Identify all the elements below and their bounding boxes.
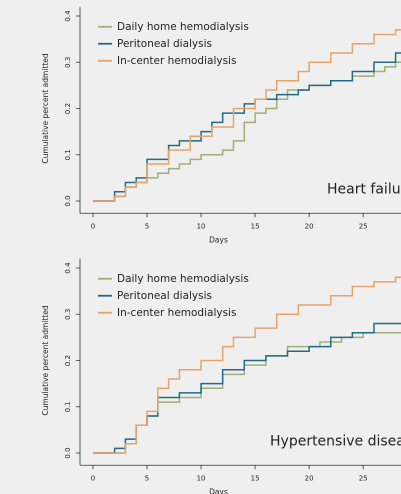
series-line [92, 322, 401, 454]
x-tick-label: 25 [359, 474, 368, 482]
legend-label: In-center hemodialysis [117, 307, 236, 319]
y-tick-label: 0.4 [64, 262, 72, 274]
y-tick-label: 0.2 [64, 103, 72, 114]
x-axis-label: Days [209, 235, 228, 244]
y-tick-label: 0.1 [64, 149, 72, 160]
x-tick-label: 15 [251, 222, 260, 230]
y-tick-label: 0.4 [64, 10, 72, 22]
x-tick-label: 10 [197, 222, 206, 230]
y-tick-label: 0.0 [64, 447, 72, 458]
annotation: Hypertensive disease [270, 433, 401, 449]
y-tick-label: 0.3 [64, 57, 72, 68]
x-tick-label: 20 [305, 222, 314, 230]
panel: 0.0 0.1 0.2 0.3 0.4 0 5 10 15 20 25 Days Cumulative … [41, 6, 401, 244]
y-tick-label: 0.3 [64, 309, 72, 320]
series-line [92, 52, 401, 202]
y-tick-label: 0.2 [64, 355, 72, 366]
y-axis-label: Cumulative percent admitted [41, 305, 50, 416]
x-tick-label: 15 [251, 474, 260, 482]
x-tick-label: 10 [197, 474, 206, 482]
panel: 0.0 0.1 0.2 0.3 0.4 0 5 10 15 20 25 Days Cumulative … [41, 258, 401, 494]
legend-label: Peritoneal dialysis [117, 290, 212, 302]
x-tick-label: 5 [145, 222, 149, 230]
series-line [92, 276, 401, 454]
y-axis-label: Cumulative percent admitted [41, 53, 50, 164]
x-tick-label: 0 [91, 474, 95, 482]
series-line [92, 29, 401, 202]
legend-label: Daily home hemodialysis [117, 273, 249, 285]
x-tick-label: 5 [145, 474, 149, 482]
legend-label: In-center hemodialysis [117, 55, 236, 67]
series-line [92, 61, 401, 202]
legend-label: Peritoneal dialysis [117, 38, 212, 50]
legend-label: Daily home hemodialysis [117, 21, 249, 33]
x-tick-label: 0 [91, 222, 95, 230]
annotation: Heart failure [327, 181, 401, 197]
x-tick-label: 25 [359, 222, 368, 230]
x-axis-label: Days [209, 487, 228, 494]
y-tick-label: 0.1 [64, 401, 72, 412]
y-tick-label: 0.0 [64, 195, 72, 206]
x-tick-label: 20 [305, 474, 314, 482]
